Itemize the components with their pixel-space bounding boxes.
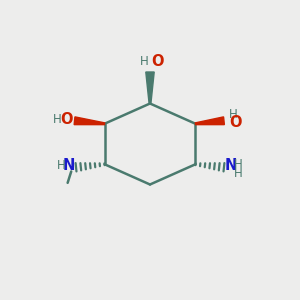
Text: H: H (57, 159, 65, 172)
Text: O: O (230, 115, 242, 130)
Text: H: H (140, 56, 148, 68)
Polygon shape (146, 72, 154, 104)
Text: N: N (63, 158, 75, 173)
Polygon shape (74, 117, 105, 124)
Text: H: H (230, 108, 238, 121)
Text: H: H (53, 113, 62, 126)
Text: O: O (152, 54, 164, 69)
Text: H: H (234, 158, 242, 171)
Text: N: N (225, 158, 237, 173)
Text: H: H (234, 167, 242, 180)
Text: O: O (61, 112, 73, 127)
Polygon shape (195, 117, 224, 124)
